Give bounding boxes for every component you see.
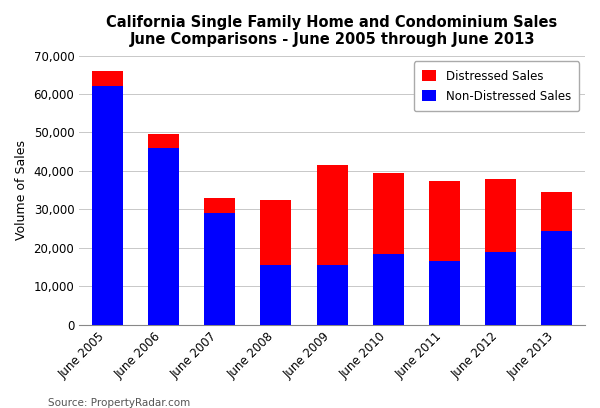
Bar bbox=[485, 252, 516, 325]
Bar bbox=[541, 231, 572, 325]
Bar bbox=[429, 181, 460, 262]
Text: Source: PropertyRadar.com: Source: PropertyRadar.com bbox=[48, 398, 190, 408]
Title: California Single Family Home and Condominium Sales
June Comparisons - June 2005: California Single Family Home and Condom… bbox=[106, 15, 558, 47]
Bar bbox=[148, 148, 179, 325]
Bar bbox=[204, 198, 235, 213]
Bar bbox=[260, 200, 292, 265]
Bar bbox=[373, 173, 404, 254]
Bar bbox=[317, 265, 347, 325]
Y-axis label: Volume of Sales: Volume of Sales bbox=[15, 140, 28, 240]
Bar bbox=[317, 165, 347, 265]
Bar bbox=[429, 262, 460, 325]
Bar bbox=[148, 134, 179, 148]
Bar bbox=[92, 71, 123, 86]
Legend: Distressed Sales, Non-Distressed Sales: Distressed Sales, Non-Distressed Sales bbox=[414, 62, 579, 111]
Bar bbox=[260, 265, 292, 325]
Bar bbox=[373, 254, 404, 325]
Bar bbox=[204, 213, 235, 325]
Bar bbox=[541, 192, 572, 231]
Bar bbox=[92, 86, 123, 325]
Bar bbox=[485, 179, 516, 252]
